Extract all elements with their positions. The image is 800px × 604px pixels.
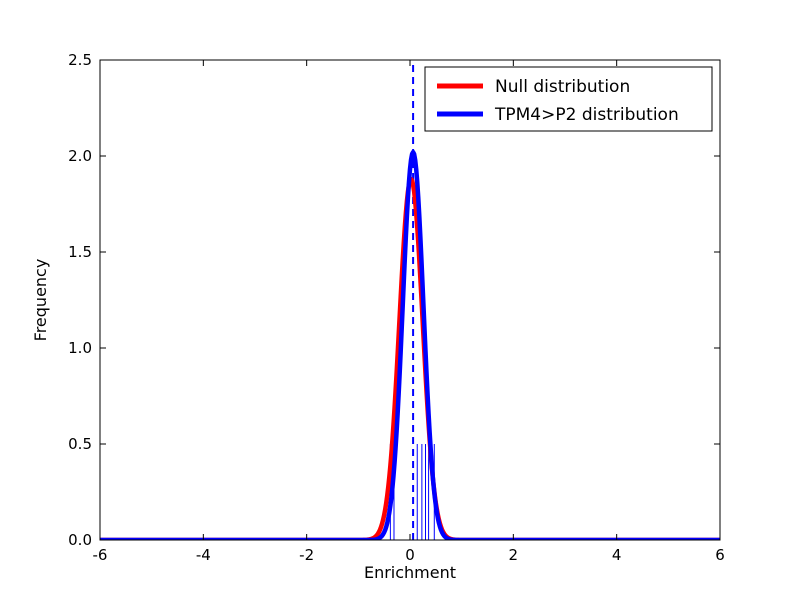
x-tick-label: 0 — [405, 546, 415, 564]
x-tick-label: -6 — [93, 546, 108, 564]
axes-frame — [99, 59, 721, 541]
legend-box — [424, 66, 713, 132]
x-tick-label: 6 — [715, 546, 725, 564]
y-tick-label: 1.5 — [68, 243, 92, 261]
x-axis-label: Enrichment — [364, 563, 456, 582]
series-curve-0 — [100, 176, 720, 540]
legend-label: TPM4>P2 distribution — [494, 105, 679, 125]
y-tick-label: 0.5 — [68, 435, 92, 453]
y-tick-label: 0.0 — [68, 531, 92, 549]
plot-area: -6 -4 -2 0 2 4 6 0.0 0.5 1.0 1.5 2.0 2.5 Null distrib… — [68, 51, 725, 564]
series-curve-1 — [100, 149, 720, 540]
y-tick-label: 2.0 — [68, 147, 92, 165]
y-axis-label: Frequency — [31, 259, 50, 342]
y-tick-label: 2.5 — [68, 51, 92, 69]
y-tick-label: 1.0 — [68, 339, 92, 357]
x-tick-label: -4 — [196, 546, 211, 564]
x-tick-label: 2 — [509, 546, 519, 564]
x-tick-label: 4 — [612, 546, 622, 564]
x-tick-label: -2 — [299, 546, 314, 564]
legend-label: Null distribution — [495, 77, 630, 97]
